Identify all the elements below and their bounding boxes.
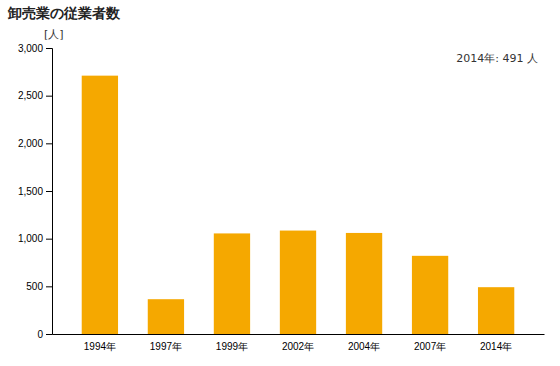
x-tick: 2004年 [348, 341, 380, 352]
x-tick-label: 1994年 [84, 341, 116, 352]
x-axis: 1994年 1997年 1999年 2002年 2004年 2007年 2014年 [53, 335, 545, 353]
title: 卸売業の従業者数 [7, 5, 121, 21]
y-tick-label: 3,000 [18, 43, 43, 54]
y-tick-label: 2,000 [18, 138, 43, 149]
y-tick: 2,500 [18, 90, 52, 101]
y-tick-mark [46, 239, 52, 240]
x-tick: 2007年 [414, 341, 446, 352]
bar [346, 233, 382, 334]
y-axis-label: [人] [44, 28, 64, 41]
y-tick: 1,000 [18, 233, 52, 244]
x-tick-label: 2007年 [414, 341, 446, 352]
y-tick-mark [46, 48, 52, 49]
y-tick-label: 0 [37, 329, 43, 340]
x-tick: 1997年 [150, 341, 182, 352]
chart-container: 05001,0001,5002,0002,5003,0001994年1997年1… [0, 0, 560, 366]
y-tick: 0 [37, 329, 52, 340]
y-tick: 1,500 [18, 186, 52, 197]
y-tick-mark [46, 191, 52, 192]
y-axis-line [46, 49, 53, 335]
bar [478, 287, 514, 334]
y-tick-label: 1,500 [18, 186, 43, 197]
bar [214, 233, 250, 334]
y-tick-label: 500 [26, 281, 43, 292]
x-tick-label: 2014年 [480, 341, 512, 352]
plot-area: 05001,0001,5002,0002,5003,0001994年1997年1… [18, 43, 545, 352]
x-tick: 1999年 [216, 341, 248, 352]
y-tick-mark [46, 334, 52, 335]
y-tick: 3,000 [18, 43, 52, 54]
bar [82, 76, 118, 334]
y-tick-label: 2,500 [18, 90, 43, 101]
y-axis: 0 500 1,000 1,500 2,000 2,500 3,000 [18, 43, 53, 340]
x-tick-label: 1997年 [150, 341, 182, 352]
bar [280, 231, 316, 334]
bars [82, 76, 515, 334]
y-tick-mark [46, 143, 52, 144]
x-tick-label: 2002年 [282, 341, 314, 352]
y-tick-mark [46, 286, 52, 287]
x-tick: 2014年 [480, 341, 512, 352]
bar [412, 256, 448, 334]
annotation: 2014年: 491 人 [456, 52, 538, 65]
x-tick: 2002年 [282, 341, 314, 352]
x-tick-label: 2004年 [348, 341, 380, 352]
y-tick: 500 [26, 281, 52, 292]
bar [148, 299, 184, 334]
x-axis-line [53, 334, 545, 335]
y-tick: 2,000 [18, 138, 52, 149]
x-tick-label: 1999年 [216, 341, 248, 352]
chart-svg: 05001,0001,5002,0002,5003,0001994年1997年1… [0, 0, 560, 366]
x-tick: 1994年 [84, 341, 116, 352]
y-tick-mark [46, 96, 52, 97]
y-tick-label: 1,000 [18, 233, 43, 244]
